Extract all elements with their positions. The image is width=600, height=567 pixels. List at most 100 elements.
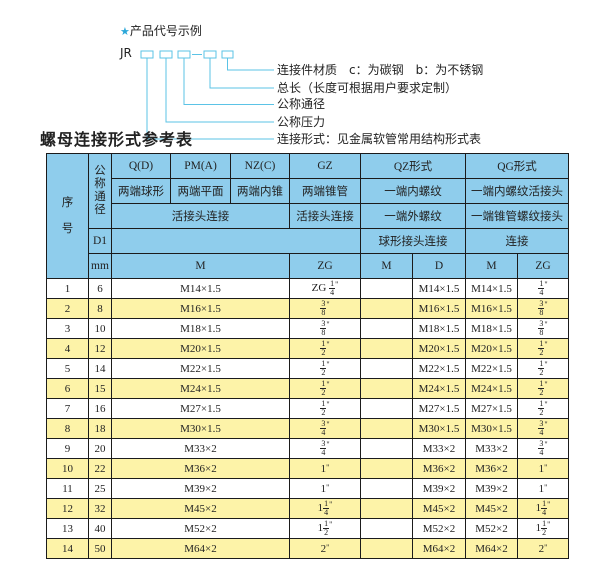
- label-diameter: 公称通径: [277, 97, 326, 111]
- inch-whole: 1: [535, 502, 542, 515]
- inch-mark: ": [326, 340, 330, 349]
- header-desc: 连接: [465, 228, 569, 254]
- numerator: 1: [538, 359, 545, 369]
- cell-d1: 50: [88, 538, 112, 559]
- numerator: 3: [538, 299, 545, 309]
- cell-qg-m: M52×2: [465, 518, 518, 539]
- inch-mark: ": [544, 420, 548, 429]
- header-desc: 球形接头连接: [360, 228, 466, 254]
- header-type-pm: PM(A): [170, 153, 231, 179]
- cell-d1: 18: [88, 418, 112, 439]
- cell-m: M39×2: [111, 478, 290, 499]
- cell-no: 13: [46, 518, 89, 539]
- cell-d1: 40: [88, 518, 112, 539]
- denominator: 2: [539, 388, 544, 397]
- inch-mark: ": [544, 482, 548, 492]
- inch-mark: ": [326, 440, 330, 449]
- code-box-4: [203, 50, 217, 59]
- header-unit: mm: [88, 253, 112, 279]
- cell-qg-zg: 3 8 ": [517, 318, 569, 339]
- inch-mark: ": [544, 400, 548, 409]
- cell-d1: 6: [88, 278, 112, 299]
- numerator: 3: [538, 439, 545, 449]
- cell-m: M45×2: [111, 498, 290, 519]
- table-row: 3 10 M18×1.5 3 8 " M18×1.5 M18×1.5 3 8 ": [46, 318, 569, 339]
- inch-mark: ": [547, 520, 551, 529]
- cell-qz-d: M20×1.5: [412, 338, 466, 359]
- cell-no: 12: [46, 498, 89, 519]
- numerator: 1: [538, 339, 545, 349]
- cell-m: M22×1.5: [111, 358, 290, 379]
- cell-zg: 1": [289, 478, 361, 499]
- numerator: 1: [320, 379, 327, 389]
- inch-mark: ": [326, 300, 330, 309]
- table-row: 12 32 M45×2 1 1 4 " M45×2 M45×2 1 1 4 ": [46, 498, 569, 519]
- cell-zg: 1 2 ": [289, 338, 361, 359]
- denominator: 2: [539, 368, 544, 377]
- denominator: 2: [321, 408, 326, 417]
- inch-whole: 1: [317, 522, 324, 535]
- header-type-qz: QZ形式: [360, 153, 466, 179]
- table-row: 9 20 M33×2 3 4 " M33×2 M33×2 3 4 ": [46, 438, 569, 459]
- cell-m: M30×1.5: [111, 418, 290, 439]
- table-row: 6 15 M24×1.5 1 2 " M24×1.5 M24×1.5 1 2 ": [46, 378, 569, 399]
- cell-qg-m: M36×2: [465, 458, 518, 479]
- denominator: 4: [539, 288, 544, 297]
- denominator: 4: [321, 428, 326, 437]
- inch-mark: ": [544, 320, 548, 329]
- cell-zg: 3 8 ": [289, 318, 361, 339]
- code-box-1: [140, 50, 154, 59]
- cell-m: M33×2: [111, 438, 290, 459]
- star-icon: ★: [120, 25, 130, 38]
- cell-qg-m: M20×1.5: [465, 338, 518, 359]
- denominator: 4: [539, 428, 544, 437]
- header-desc: 一端内螺纹活接头: [465, 178, 569, 204]
- cell-qz-d: M45×2: [412, 498, 466, 519]
- header-desc: 两端平面: [170, 178, 231, 204]
- cell-qz-m: [360, 498, 413, 519]
- denominator: 4: [324, 508, 329, 517]
- cell-m: M64×2: [111, 538, 290, 559]
- inch-whole: 1: [538, 462, 545, 475]
- cell-qg-m: M45×2: [465, 498, 518, 519]
- label-pressure: 公称压力: [277, 115, 326, 129]
- cell-zg: 1": [289, 458, 361, 479]
- cell-d1: 14: [88, 358, 112, 379]
- cell-qg-m: M22×1.5: [465, 358, 518, 379]
- cell-d1: 12: [88, 338, 112, 359]
- denominator: 2: [539, 408, 544, 417]
- label-material: 连接件材质 c：为碳钢 b：为不锈钢: [277, 63, 484, 77]
- cell-d1: 25: [88, 478, 112, 499]
- table-row: 1 6 M14×1.5 ZG 1 4 " M14×1.5 M14×1.5 1 4 ": [46, 278, 569, 299]
- cell-zg: ZG 1 4 ": [289, 278, 361, 299]
- numerator: 1: [538, 279, 545, 289]
- cell-d1: 16: [88, 398, 112, 419]
- cell-qg-m: M27×1.5: [465, 398, 518, 419]
- numerator: 1: [323, 499, 330, 509]
- cell-no: 6: [46, 378, 89, 399]
- denominator: 4: [542, 508, 547, 517]
- cell-qz-d: M24×1.5: [412, 378, 466, 399]
- cell-qg-zg: 1 2 ": [517, 398, 569, 419]
- table-row: 7 16 M27×1.5 1 2 " M27×1.5 M27×1.5 1 2 ": [46, 398, 569, 419]
- table-row: 10 22 M36×2 1" M36×2 M36×2 1": [46, 458, 569, 479]
- cell-qz-d: M30×1.5: [412, 418, 466, 439]
- zg-prefix: ZG: [311, 282, 327, 295]
- code-box-5: [221, 50, 234, 59]
- denominator: 2: [542, 528, 547, 537]
- cell-qz-d: M64×2: [412, 538, 466, 559]
- cell-qz-m: [360, 378, 413, 399]
- cell-qg-m: M30×1.5: [465, 418, 518, 439]
- header-col-qz-d: D: [412, 253, 466, 279]
- denominator: 2: [539, 348, 544, 357]
- header-desc: 两端锥管: [289, 178, 361, 204]
- header-desc: 两端球形: [111, 178, 171, 204]
- denominator: 2: [321, 348, 326, 357]
- cell-qz-d: M27×1.5: [412, 398, 466, 419]
- leader-line-3: [183, 58, 274, 105]
